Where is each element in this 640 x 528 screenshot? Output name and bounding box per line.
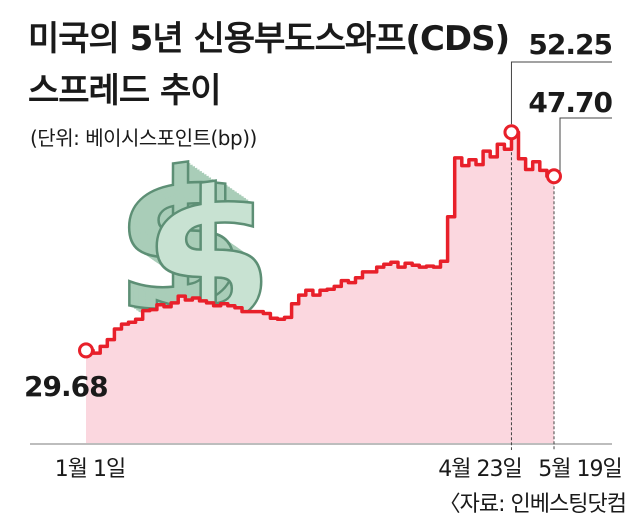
value-label-peak: 52.25 <box>528 28 612 61</box>
x-tick-label: 5월 19일 <box>538 457 621 482</box>
marker-peak <box>503 124 520 141</box>
chart-title-line2: 스프레드 추이 <box>28 71 222 111</box>
chart-title-line1: 미국의 5년 신용부도스와프(CDS) <box>28 19 510 59</box>
x-tick-label: 1월 1일 <box>55 457 125 482</box>
value-label-start: 29.68 <box>24 370 108 403</box>
source-note: 〈자료: 인베스팅닷컴 <box>438 492 627 517</box>
plot-area: 29.68 52.25 47.70 1월 1일 4월 23일 5월 19일 <box>24 28 623 482</box>
unit-label: (단위: 베이시스포인트(bp)) <box>30 126 257 150</box>
marker-start <box>78 342 94 359</box>
series-line <box>86 130 554 355</box>
series-area <box>86 132 554 445</box>
x-tick-label: 4월 23일 <box>438 457 521 482</box>
value-label-end: 47.70 <box>528 86 612 119</box>
leader-peak <box>510 61 612 125</box>
leader-end <box>559 117 612 173</box>
marker-end <box>546 168 562 185</box>
